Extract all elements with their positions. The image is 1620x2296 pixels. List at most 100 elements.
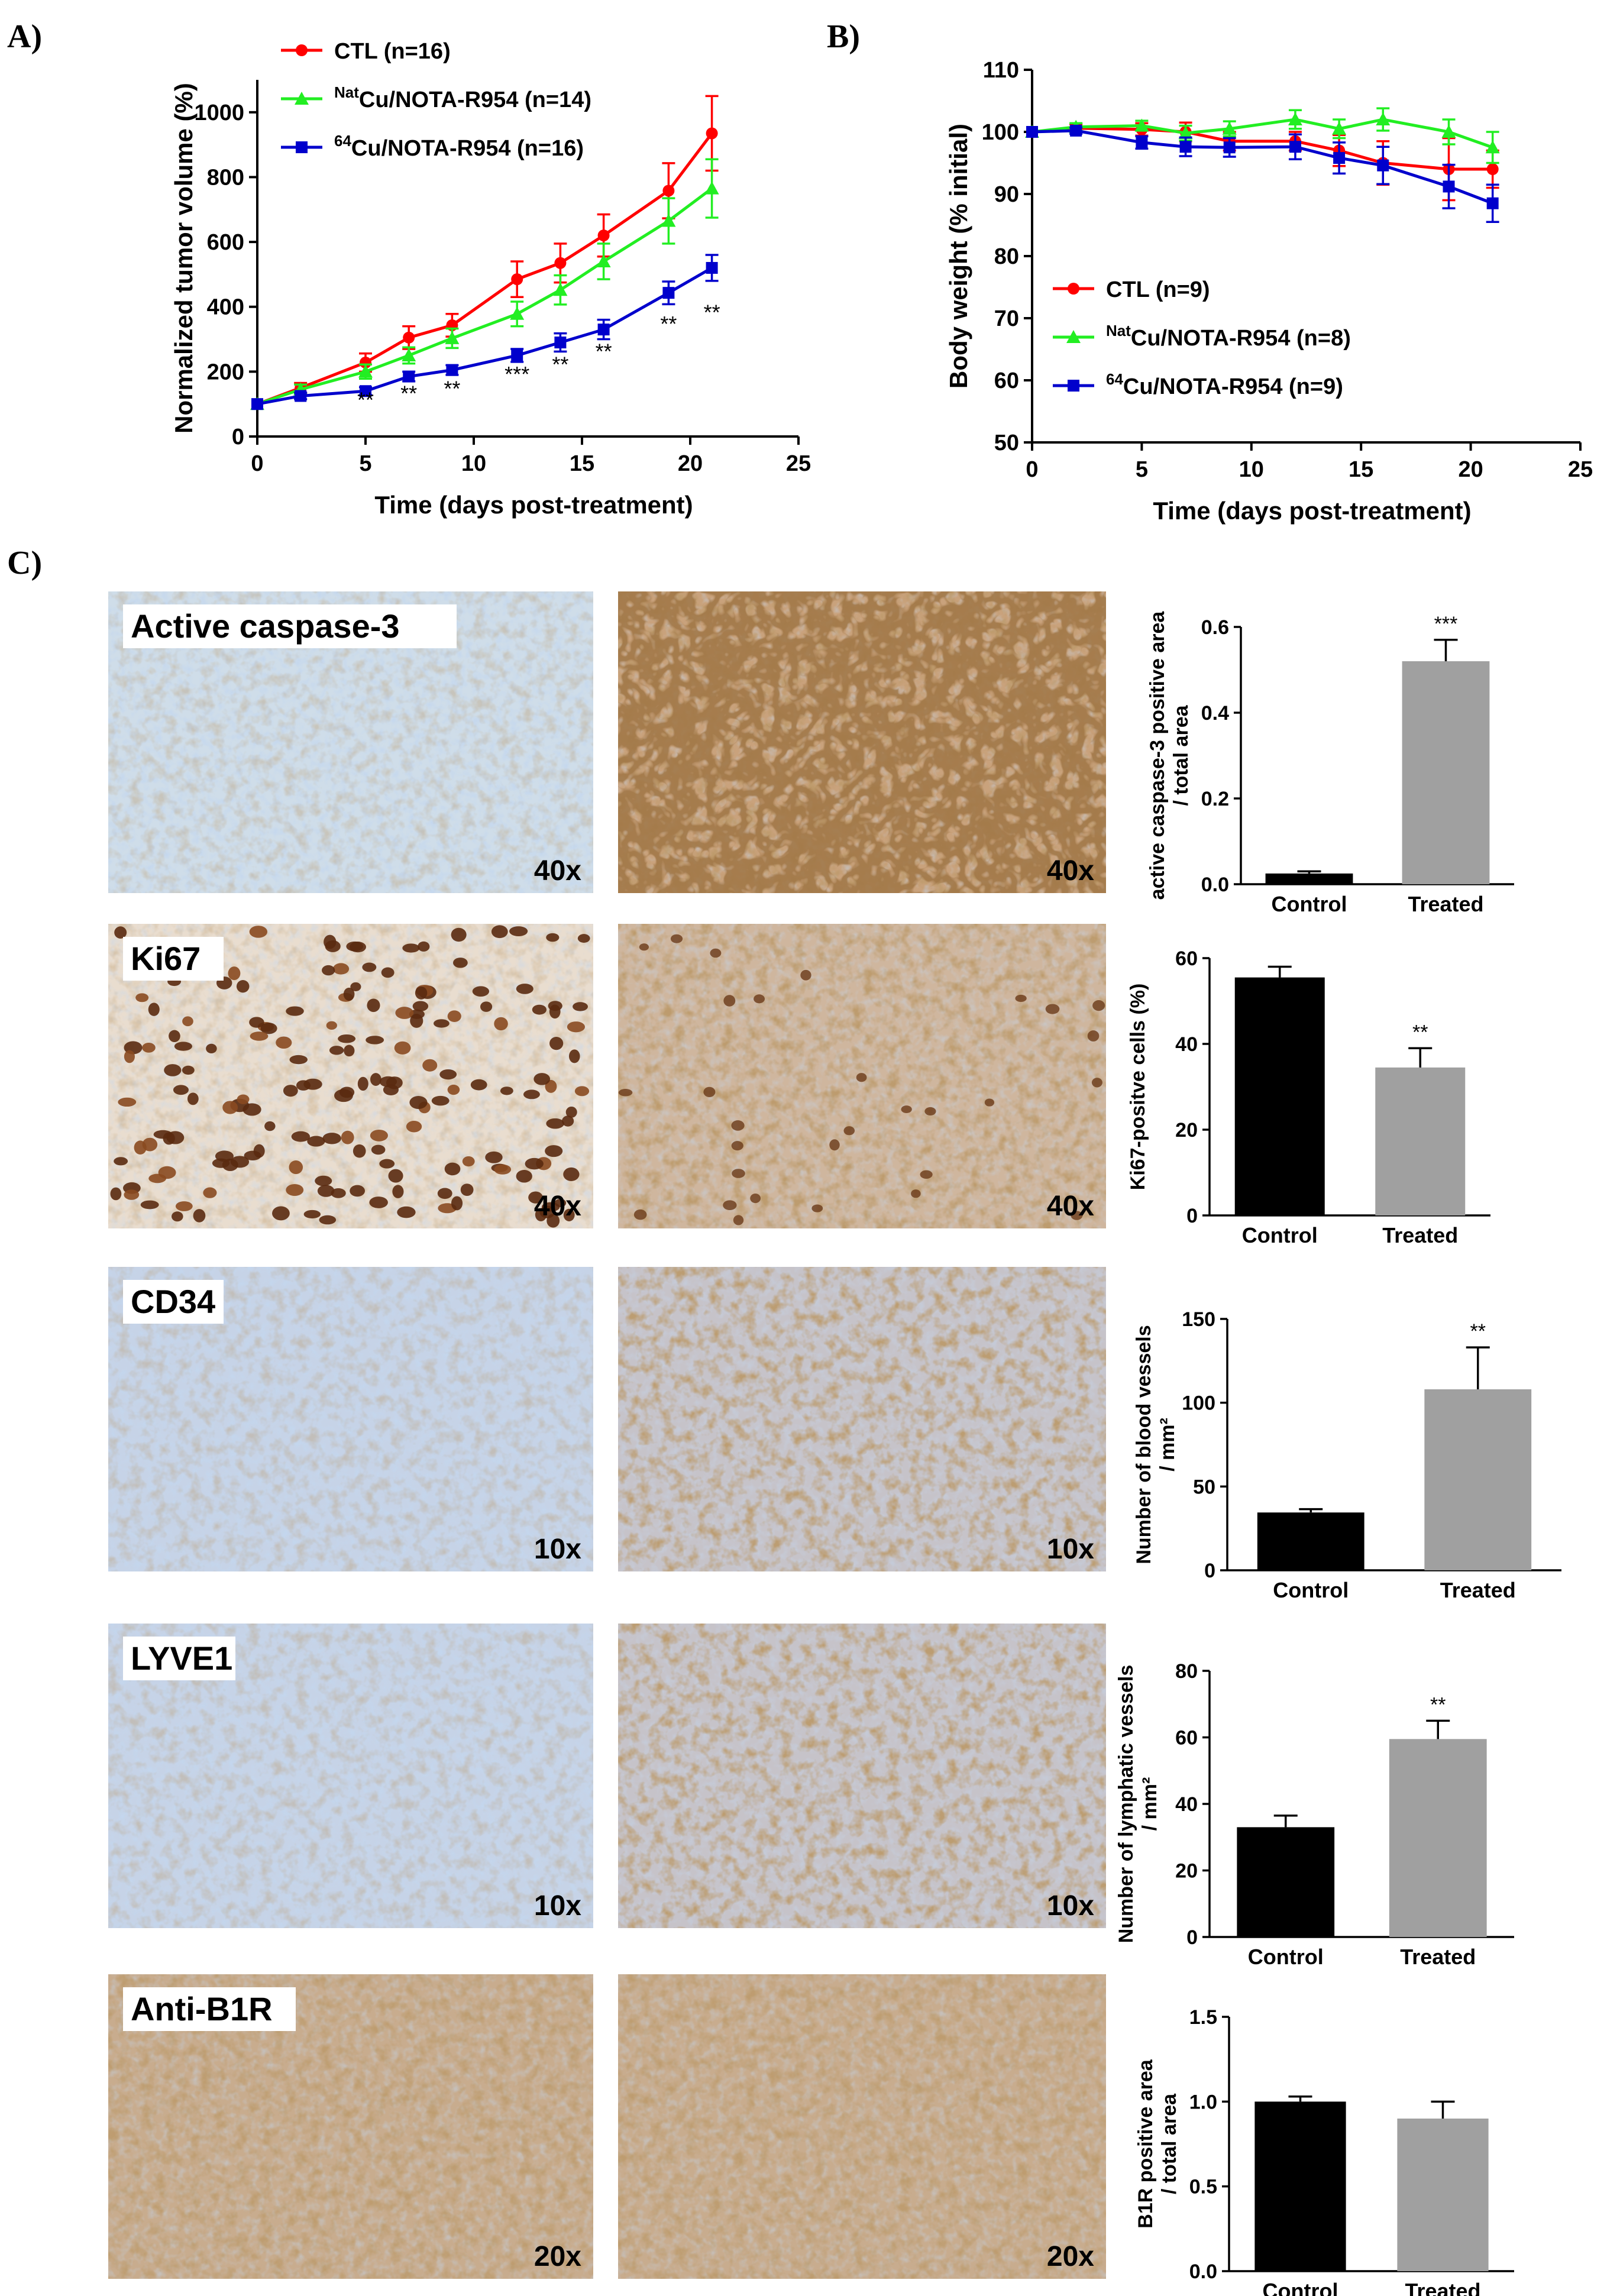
x-tick-label: 10 — [1239, 457, 1264, 482]
y-tick-label: 0.6 — [1201, 616, 1229, 639]
y-tick-label: 50 — [1193, 1476, 1215, 1498]
data-point — [661, 214, 676, 227]
nucleus — [732, 1169, 745, 1178]
nucleus — [172, 1211, 183, 1222]
nucleus — [371, 1144, 386, 1155]
bar-treated — [1397, 2119, 1489, 2271]
nucleus — [250, 1031, 269, 1041]
nucleus — [1087, 1030, 1100, 1042]
data-point — [1223, 141, 1236, 154]
nucleus — [549, 1004, 561, 1019]
data-point — [510, 306, 525, 320]
legend-label: Cu/NOTA-R954 (n=8) — [1131, 326, 1351, 351]
y-tick-label: 80 — [994, 244, 1019, 269]
stain-label-background — [123, 1280, 224, 1324]
x-tick-label: 5 — [359, 451, 371, 476]
nucleus — [237, 1094, 250, 1104]
data-point — [251, 398, 263, 410]
data-point — [1332, 121, 1347, 135]
x-tick-label: 0 — [251, 451, 263, 476]
nucleus — [494, 1164, 512, 1175]
y-tick-label: 20 — [1175, 1860, 1198, 1883]
data-point — [1288, 112, 1302, 125]
category-label: Control — [1242, 1223, 1318, 1247]
nucleus — [206, 1043, 217, 1053]
legend-entry: 64Cu/NOTA-R954 (n=9) — [1106, 370, 1343, 399]
nucleus — [480, 1001, 493, 1012]
y-tick-label: 1.5 — [1189, 2006, 1217, 2029]
category-label: Control — [1248, 1945, 1324, 1969]
micrograph-4-treated: 20x — [618, 1974, 1106, 2279]
micrograph-texture — [618, 1624, 1106, 1928]
nucleus — [174, 1042, 192, 1051]
nucleus — [182, 1016, 193, 1027]
legend-entry: NatCu/NOTA-R954 (n=14) — [334, 83, 591, 112]
y-tick-label: 0.2 — [1201, 788, 1229, 810]
significance-label: ** — [400, 381, 417, 406]
nucleus — [444, 1162, 461, 1176]
y-tick-label: 1.0 — [1189, 2091, 1217, 2113]
nucleus — [546, 933, 560, 942]
legend-label: Cu/NOTA-R954 (n=14) — [359, 88, 591, 112]
legend-entry: CTL (n=16) — [334, 39, 451, 64]
data-point — [1289, 141, 1301, 153]
series-line — [1032, 127, 1493, 171]
nucleus — [731, 1141, 743, 1151]
magnification-label: 10x — [534, 1534, 581, 1565]
data-point — [662, 287, 675, 299]
nucleus — [639, 943, 649, 951]
legend-label: Cu/NOTA-R954 (n=16) — [351, 136, 584, 161]
magnification-label: 10x — [534, 1890, 581, 1922]
stain-label: CD34 — [131, 1283, 215, 1320]
nucleus — [182, 1065, 195, 1075]
x-axis-title: Time (days post-treatment) — [1153, 497, 1471, 525]
y-tick-label: 600 — [207, 230, 244, 255]
nucleus — [249, 1017, 264, 1028]
data-point — [403, 331, 415, 344]
y-tick-label: 80 — [1175, 1660, 1198, 1683]
magnification-label: 20x — [534, 2241, 581, 2272]
nucleus — [289, 1160, 303, 1175]
nucleus — [289, 1055, 308, 1065]
y-tick-label: 50 — [994, 431, 1019, 455]
nucleus — [523, 1089, 540, 1100]
nucleus — [276, 1036, 292, 1049]
x-tick-label: 15 — [570, 451, 594, 476]
y-axis-title: / mm² — [1156, 1418, 1179, 1472]
data-point — [1136, 136, 1148, 148]
data-point — [446, 364, 458, 376]
data-point — [1178, 126, 1193, 140]
data-point — [1486, 163, 1499, 175]
y-tick-label: 800 — [207, 165, 244, 190]
nucleus — [415, 986, 428, 1000]
nucleus — [924, 1107, 936, 1116]
stain-label-background — [123, 937, 224, 981]
legend: CTL (n=9)NatCu/NOTA-R954 (n=8)64Cu/NOTA-… — [1053, 277, 1351, 399]
nucleus — [811, 1204, 823, 1212]
legend-marker — [1068, 380, 1079, 392]
category-label: Treated — [1400, 1945, 1476, 1969]
nucleus — [402, 943, 420, 953]
nucleus — [800, 969, 811, 981]
nucleus — [723, 1200, 737, 1211]
nucleus — [193, 1209, 206, 1223]
legend-marker — [296, 44, 308, 56]
nucleus — [392, 1185, 404, 1198]
nucleus — [431, 1095, 450, 1106]
legend-marker — [1068, 283, 1079, 295]
data-point — [706, 261, 718, 274]
micrograph-grid: Active caspase-3 40x 40x Ki67 40x 40x CD34 10x 1… — [108, 591, 1106, 2279]
nucleus — [350, 1185, 366, 1197]
micrograph-texture — [618, 1267, 1106, 1571]
nucleus — [173, 1085, 189, 1095]
y-axis-title: / total area — [1170, 704, 1192, 806]
nucleus — [462, 1156, 475, 1167]
y-axis-title: Number of blood vessels — [1133, 1325, 1155, 1564]
legend-marker — [1066, 330, 1081, 343]
nucleus — [322, 965, 335, 976]
tumor-volume-chart: 0 200 400 600 800 1000 0 5 10 15 20 25 Time (days po… — [170, 39, 811, 519]
nucleus — [118, 1097, 137, 1107]
y-tick-label: 100 — [1182, 1392, 1215, 1415]
y-axis-title: Number of lymphatic vessels — [1115, 1665, 1137, 1943]
